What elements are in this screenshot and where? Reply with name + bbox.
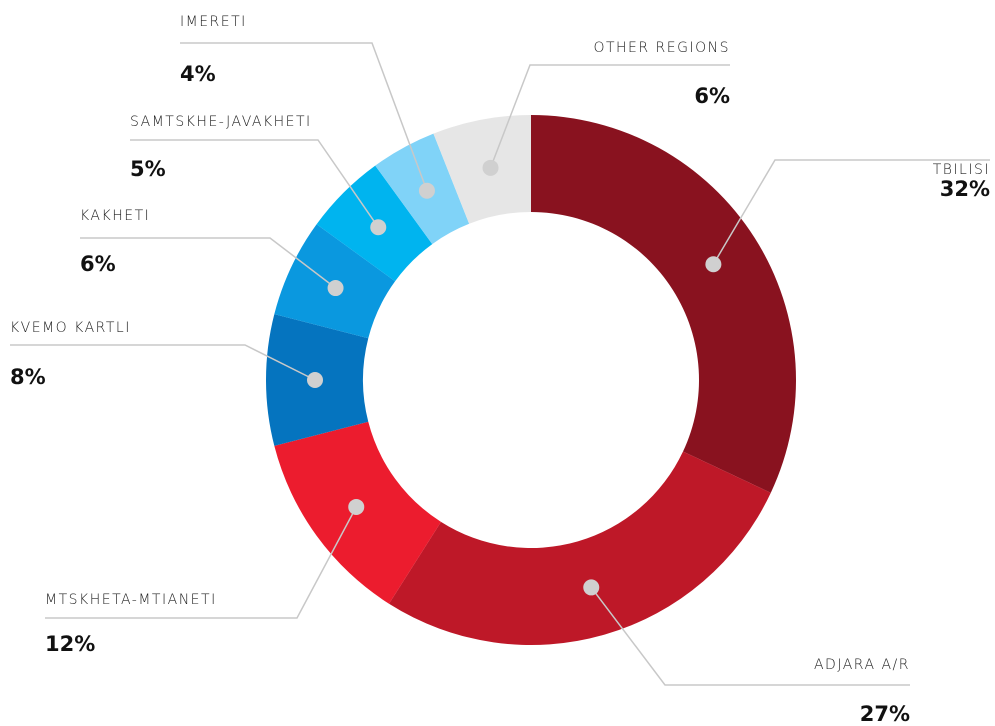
slice-value: 6%	[80, 252, 116, 276]
leader-line	[180, 42, 428, 191]
leader-line	[130, 139, 379, 228]
slice-value: 5%	[130, 157, 166, 181]
donut-slice	[433, 115, 531, 224]
slice-value: 4%	[180, 62, 216, 86]
slice-value: 32%	[940, 177, 990, 201]
slice-name: IMERETI	[180, 14, 247, 30]
slice-name: ADJARA A/R	[814, 657, 910, 673]
leader-line	[10, 344, 316, 381]
slice-name: TBILISI	[933, 162, 990, 178]
leader-dot	[418, 182, 435, 199]
slice-name: KAKHETI	[80, 208, 150, 224]
slice-value: 12%	[45, 632, 95, 656]
donut-slice	[531, 115, 797, 493]
leader-dot	[370, 219, 387, 236]
leader-dot	[583, 579, 600, 596]
leader-line	[712, 159, 990, 265]
leader-dot	[705, 256, 722, 273]
slice-name: OTHER REGIONS	[593, 40, 730, 56]
slice-name: MTSKHETA-MTIANETI	[45, 592, 217, 608]
leader-dot	[327, 280, 344, 297]
slice-value: 27%	[860, 702, 910, 726]
slice-name: SAMTSKHE-JAVAKHETI	[130, 114, 312, 130]
leader-dot	[307, 372, 323, 388]
leader-line	[80, 237, 337, 289]
leader-line	[489, 64, 730, 169]
donut-slice	[389, 451, 771, 646]
leader-line	[590, 586, 910, 686]
leader-dot	[482, 159, 499, 176]
leader-dot	[348, 498, 365, 515]
slice-value: 6%	[694, 84, 730, 108]
slice-name: KVEMO KARTLI	[10, 320, 131, 336]
slice-value: 8%	[10, 365, 46, 389]
leader-line	[45, 506, 357, 619]
